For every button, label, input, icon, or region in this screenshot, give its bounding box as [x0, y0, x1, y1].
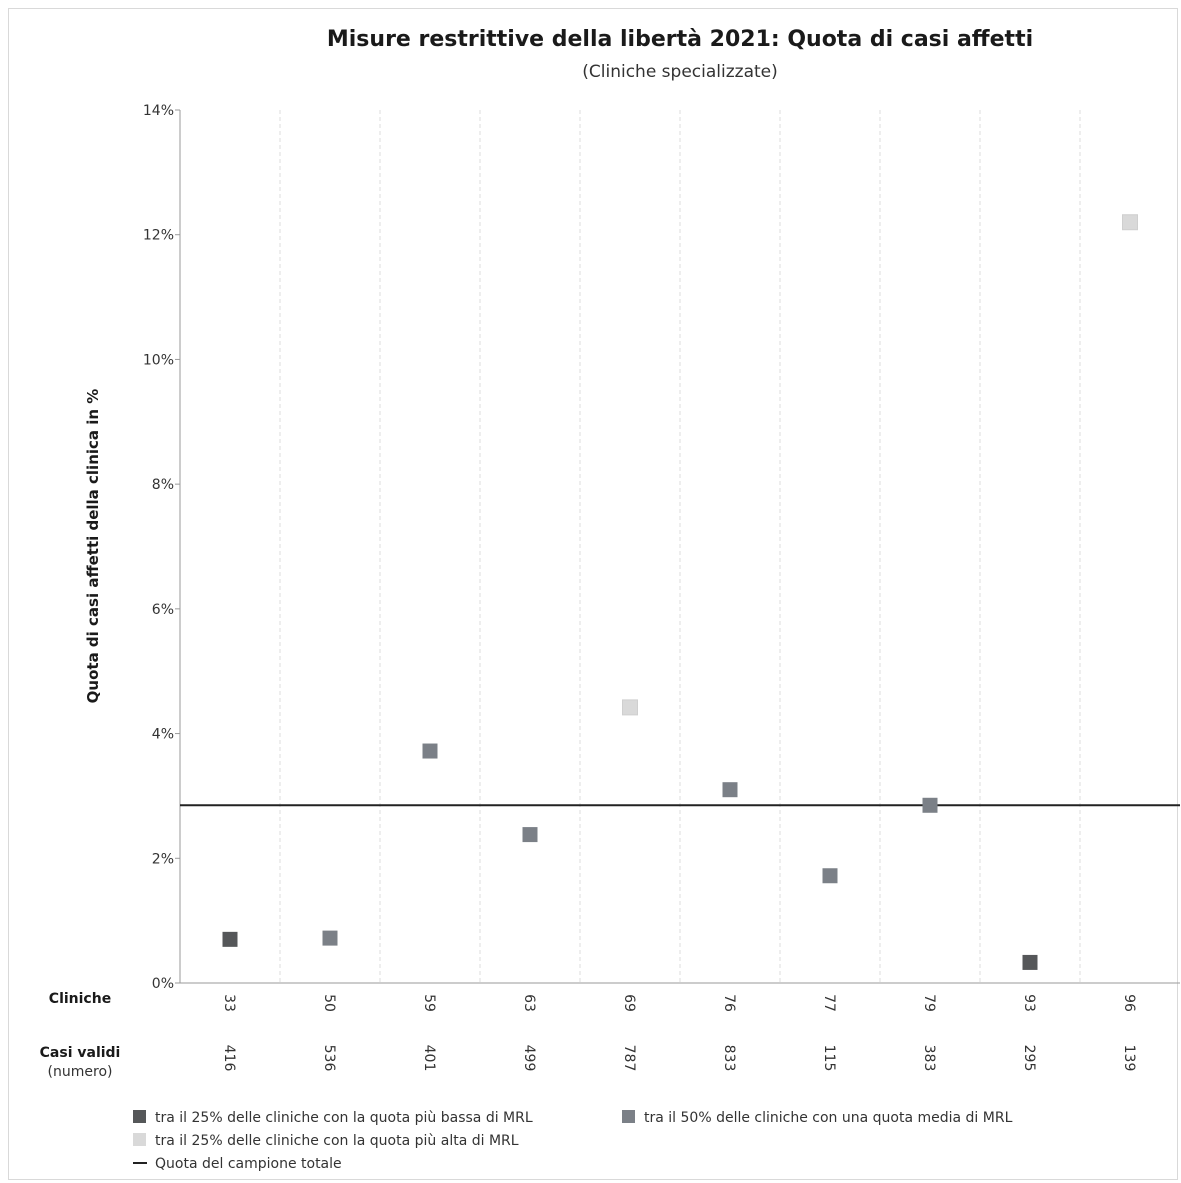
y-tick-label: 2%	[152, 851, 174, 867]
x-tick-label-casi-validi: 787	[621, 1045, 637, 1072]
y-tick-label: 0%	[152, 976, 174, 992]
x-tick-label-clinica: 33	[221, 994, 237, 1012]
x-tick-label-clinica: 79	[921, 994, 937, 1012]
x-tick-label-clinica: 50	[321, 994, 337, 1012]
x-tick-label-casi-validi: 115	[821, 1045, 837, 1072]
chart-subtitle: (Cliniche specializzate)	[582, 62, 778, 82]
row-label-casi-validi-sub: (numero)	[48, 1064, 113, 1080]
data-point	[722, 782, 738, 798]
legend-label: tra il 50% delle cliniche con una quota …	[644, 1110, 1013, 1126]
x-tick-label-casi-validi: 536	[321, 1045, 337, 1072]
legend-swatch	[133, 1133, 146, 1146]
chart-frame	[8, 8, 1178, 1180]
x-tick-label-casi-validi: 295	[1021, 1045, 1037, 1072]
x-tick-label-clinica: 63	[521, 994, 537, 1012]
y-tick-label: 8%	[152, 477, 174, 493]
x-tick-label-casi-validi: 383	[921, 1045, 937, 1072]
data-point	[1022, 954, 1038, 970]
y-tick-label: 10%	[143, 352, 174, 368]
row-label-casi-validi: Casi validi	[40, 1045, 121, 1061]
data-point	[322, 930, 338, 946]
data-point	[522, 827, 538, 843]
chart-title: Misure restrittive della libertà 2021: Q…	[327, 27, 1033, 52]
x-tick-label-clinica: 76	[721, 994, 737, 1012]
legend-swatch	[622, 1110, 635, 1123]
data-point	[1122, 214, 1138, 231]
x-tick-label-casi-validi: 499	[521, 1045, 537, 1072]
data-point	[222, 931, 238, 947]
legend-label: tra il 25% delle cliniche con la quota p…	[155, 1110, 533, 1126]
x-tick-label-clinica: 93	[1021, 994, 1037, 1012]
x-tick-label-casi-validi: 833	[721, 1045, 737, 1072]
x-tick-label-clinica: 96	[1121, 994, 1137, 1012]
y-tick-label: 4%	[152, 727, 174, 743]
y-tick-label: 14%	[143, 103, 174, 119]
data-point	[822, 868, 838, 884]
legend-label: Quota del campione totale	[155, 1156, 342, 1172]
x-tick-label-clinica: 69	[621, 994, 637, 1012]
x-tick-label-clinica: 77	[821, 994, 837, 1012]
data-point	[422, 743, 438, 759]
y-tick-label: 6%	[152, 602, 174, 618]
legend-label: tra il 25% delle cliniche con la quota p…	[155, 1133, 519, 1149]
legend-swatch	[133, 1110, 146, 1123]
y-axis-label: Quota di casi affetti della clinica in %	[84, 389, 102, 704]
y-tick-label: 12%	[143, 228, 174, 244]
data-point	[922, 797, 938, 813]
data-point	[622, 699, 638, 716]
x-tick-label-casi-validi: 139	[1121, 1045, 1137, 1072]
row-label-cliniche: Cliniche	[49, 991, 111, 1007]
x-tick-label-casi-validi: 416	[221, 1045, 237, 1072]
x-tick-label-casi-validi: 401	[421, 1045, 437, 1072]
x-tick-label-clinica: 59	[421, 994, 437, 1012]
